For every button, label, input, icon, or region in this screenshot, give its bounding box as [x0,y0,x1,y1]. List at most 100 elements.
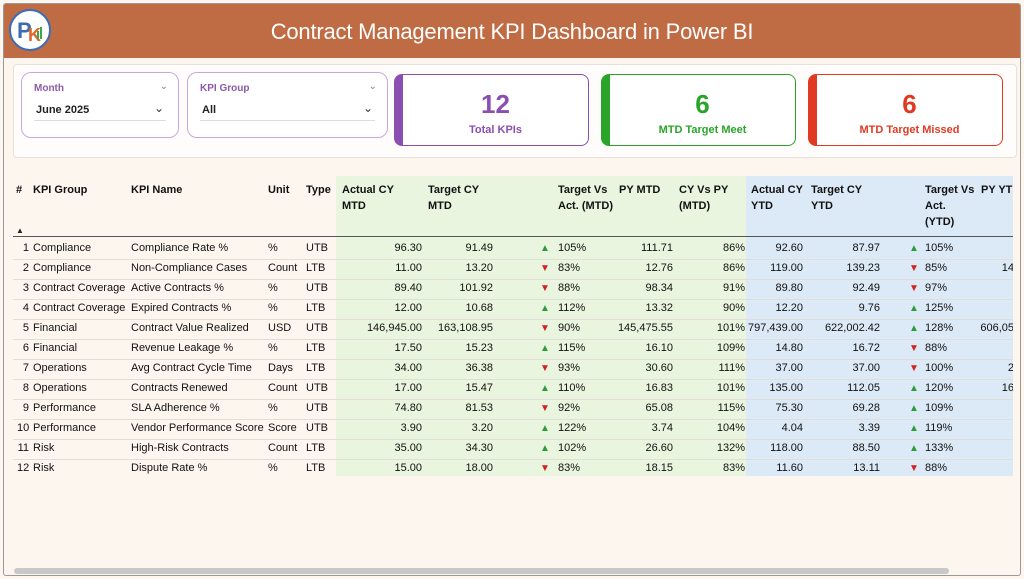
mtd-status-arrow-icon: ▲ [540,303,550,314]
table-row[interactable]: 8 Operations Contracts Renewed Count UTB 17.0… [13,379,1013,399]
actual-cy-ytd-cell: 92.60 [775,242,803,254]
unit-cell: % [268,342,278,354]
actual-cy-mtd-cell: 15.00 [394,462,422,474]
index-cell: 12 [17,462,30,474]
row-divider [13,419,1013,420]
mtd-status-arrow-icon: ▲ [540,343,550,354]
table-row[interactable]: 1 Compliance Compliance Rate %% UTB 96.30 91.… [13,239,1013,259]
ytd-status-arrow-icon: ▲ [909,443,919,454]
actual-cy-ytd-cell: 12.20 [775,302,803,314]
py-ytd-cell: 14 [1001,262,1013,274]
kpi-name-cell: Active Contracts % [131,282,224,294]
kpi-group-dropdown[interactable]: All ⌄ [200,101,375,121]
target-cy-mtd-cell: 81.53 [465,402,493,414]
column-header-target-cy-mtd[interactable]: Target CY MTD [428,184,479,212]
type-cell: UTB [306,382,328,394]
target-cy-mtd-cell: 91.49 [465,242,493,254]
kpi-group-slicer: KPI Group ⌄ All ⌄ [187,72,388,138]
table-row[interactable]: 4 Contract Coverage Expired Contracts %% LT… [13,299,1013,319]
table-row[interactable]: 2 Compliance Non-Compliance Cases Count LTB 1… [13,259,1013,279]
kpi-table: # ▲ KPI Group KPI Name Unit Type Actual … [13,176,1013,476]
column-header-index[interactable]: # [16,184,23,196]
actual-cy-mtd-cell: 17.50 [394,342,422,354]
cy-vs-py-mtd-cell: 132% [716,442,745,454]
actual-cy-mtd-cell: 17.00 [394,382,422,394]
mtd-status-arrow-icon: ▼ [540,263,550,274]
column-header-target-cy-ytd[interactable]: Target CY YTD [811,184,862,212]
py-ytd-cell: 606,05 [980,322,1013,334]
column-header-py-mtd[interactable]: PY MTD [619,184,661,196]
company-logo: P K [9,9,51,51]
kpi-group-cell: Operations [33,382,87,394]
py-ytd-cell: 16 [1001,382,1013,394]
target-vs-act-mtd-cell: 102% [558,442,587,454]
mtd-status-arrow-icon: ▲ [540,383,550,394]
mtd-status-arrow-icon: ▲ [540,243,550,254]
target-vs-act-mtd-cell: 90% [558,322,581,334]
horizontal-scrollbar[interactable] [14,568,949,574]
unit-cell: % [268,302,278,314]
column-header-actual-cy-ytd[interactable]: Actual CY YTD [751,184,803,212]
unit-cell: Count [268,262,298,274]
ytd-status-arrow-icon: ▲ [909,323,919,334]
column-header-target-vs-act-ytd[interactable]: Target Vs Act. (YTD) [925,184,975,228]
ytd-column-band [746,176,1013,476]
table-row[interactable]: 3 Contract Coverage Active Contracts %% UTB… [13,279,1013,299]
row-divider [13,279,1013,280]
target-cy-ytd-cell: 9.76 [858,302,880,314]
column-header-py-ytd[interactable]: PY YT [981,184,1013,196]
kpi-group-cell: Financial [33,342,78,354]
mtd-status-arrow-icon: ▼ [540,463,550,474]
dashboard-frame: P K Contract Management KPI Dashboard in… [3,3,1021,576]
target-cy-ytd-cell: 69.28 [852,402,880,414]
collapse-chevron-icon[interactable]: ⌄ [159,81,168,92]
ytd-status-arrow-icon: ▲ [909,383,919,394]
column-header-target-vs-act-mtd[interactable]: Target Vs Act. (MTD) [558,184,613,212]
column-header-unit[interactable]: Unit [268,184,290,196]
column-header-kpi-name[interactable]: KPI Name [131,184,183,196]
mtd-status-arrow-icon: ▼ [540,403,550,414]
column-header-kpi-group[interactable]: KPI Group [33,184,88,196]
index-cell: 6 [22,342,29,354]
target-vs-act-mtd-cell: 93% [558,362,581,374]
type-cell: LTB [306,262,326,274]
table-row[interactable]: 6 Financial Revenue Leakage %% LTB 17.50 15.2… [13,339,1013,359]
collapse-chevron-icon[interactable]: ⌄ [368,81,377,92]
column-header-cy-vs-py-mtd[interactable]: CY Vs PY (MTD) [679,184,729,212]
unit-cell: % [268,402,278,414]
index-cell: 2 [22,262,29,274]
column-header-type[interactable]: Type [306,184,331,196]
kpi-name-cell: Expired Contracts % [131,302,232,314]
mtd-target-missed-card: 6 MTD Target Missed [808,74,1003,146]
table-row[interactable]: 9 Performance SLA Adherence %% UTB 74.80 81.5… [13,399,1013,419]
type-cell: UTB [306,422,328,434]
actual-cy-mtd-cell: 12.00 [394,302,422,314]
chevron-down-icon: ⌄ [153,101,164,115]
kpi-name-cell: Compliance Rate % [131,242,229,254]
target-vs-act-mtd-cell: 122% [558,422,587,434]
mtd-status-arrow-icon: ▼ [540,283,550,294]
cy-vs-py-mtd-cell: 91% [722,282,745,294]
table-row[interactable]: 7 Operations Avg Contract Cycle Time Days LT… [13,359,1013,379]
month-dropdown[interactable]: June 2025 ⌄ [34,101,166,121]
unit-cell: Count [268,382,298,394]
py-mtd-cell: 65.08 [645,402,673,414]
actual-cy-mtd-cell: 89.40 [394,282,422,294]
table-row[interactable]: 11 Risk High-Risk Contracts Count LTB 35.00 34… [13,439,1013,459]
table-row[interactable]: 12 Risk Dispute Rate %% LTB 15.00 18.00 ▼ 83% 18… [13,459,1013,476]
kpi-group-cell: Contract Coverage [33,302,126,314]
target-vs-act-mtd-cell: 112% [558,302,586,314]
target-cy-mtd-cell: 34.30 [465,442,493,454]
target-cy-ytd-cell: 92.49 [852,282,880,294]
type-cell: UTB [306,282,328,294]
target-vs-act-ytd-cell: 88% [925,462,948,474]
actual-cy-ytd-cell: 37.00 [775,362,803,374]
kpi-name-cell: Dispute Rate % [131,462,208,474]
cy-vs-py-mtd-cell: 109% [716,342,745,354]
target-cy-mtd-cell: 10.68 [465,302,493,314]
row-divider [13,359,1013,360]
sort-ascending-icon[interactable]: ▲ [16,226,24,235]
table-row[interactable]: 10 Performance Vendor Performance Score Sco… [13,419,1013,439]
table-row[interactable]: 5 Financial Contract Value Realized USD UTB 1… [13,319,1013,339]
column-header-actual-cy-mtd[interactable]: Actual CY MTD [342,184,394,212]
